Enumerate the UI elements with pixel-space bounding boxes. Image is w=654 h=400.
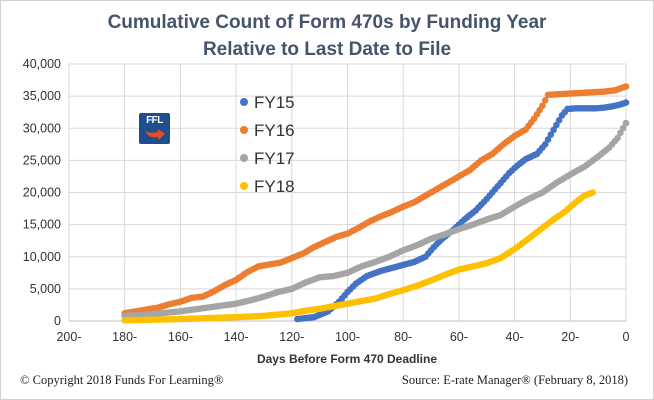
data-point — [544, 136, 552, 143]
legend: FY15 FY16 FY17 FY18 — [240, 93, 295, 196]
series-layer — [121, 83, 630, 324]
data-point — [547, 131, 555, 138]
data-point — [622, 83, 630, 90]
x-tick-label: 80- — [394, 330, 412, 344]
series-fy17 — [121, 119, 630, 320]
legend-marker-fy17 — [240, 154, 248, 162]
y-tick-label: 20,000 — [23, 186, 61, 200]
y-tick-label: 15,000 — [23, 218, 61, 232]
x-tick-label: 0 — [623, 330, 630, 344]
y-tick-label: 10,000 — [23, 250, 61, 264]
data-point — [617, 129, 624, 137]
legend-label-fy18: FY18 — [254, 177, 295, 196]
data-point — [541, 141, 549, 148]
legend-marker-fy16 — [240, 126, 248, 134]
source-text: Source: E-rate Manager® (February 8, 201… — [401, 373, 628, 387]
y-tick-label: 5,000 — [30, 282, 61, 296]
x-tick-label: 200- — [56, 330, 81, 344]
x-axis-label: Days Before Form 470 Deadline — [257, 352, 437, 366]
data-point — [622, 99, 630, 106]
chart-subtitle: Relative to Last Date to File — [202, 39, 452, 60]
y-tick-label: 40,000 — [23, 57, 61, 71]
x-tick-label: 100- — [335, 330, 360, 344]
x-tick-label: 120- — [279, 330, 304, 344]
ffl-logo-icon: FFL — [139, 113, 170, 144]
data-point — [541, 97, 549, 104]
x-tick-label: 180- — [112, 330, 137, 344]
legend-label-fy16: FY16 — [254, 121, 295, 140]
y-tick-label: 30,000 — [23, 121, 61, 135]
legend-label-fy15: FY15 — [254, 93, 295, 112]
legend-marker-fy18 — [240, 182, 248, 190]
data-point — [622, 119, 630, 127]
axes: 0 5,000 10,000 15,000 20,000 25,000 30,000 35,0… — [23, 57, 630, 344]
data-point — [555, 116, 563, 124]
copyright-text: © Copyright 2018 Funds For Learning® — [20, 373, 224, 387]
y-tick-label: 25,000 — [23, 153, 61, 167]
x-tick-label: 40- — [506, 330, 524, 344]
legend-label-fy17: FY17 — [254, 149, 295, 168]
x-tick-label: 140- — [224, 330, 249, 344]
x-tick-label: 20- — [561, 330, 579, 344]
data-point — [619, 124, 627, 132]
y-tick-label: 35,000 — [23, 89, 61, 103]
series-fy16 — [121, 83, 630, 317]
data-point — [589, 189, 596, 196]
data-point — [550, 126, 557, 134]
chart-title: Cumulative Count of Form 470s by Funding… — [107, 12, 547, 33]
logo-arrow-icon — [145, 129, 165, 140]
data-point — [553, 121, 560, 129]
data-point — [614, 134, 621, 142]
data-point — [539, 102, 546, 110]
y-tick-label: 0 — [54, 314, 61, 328]
x-tick-label: 160- — [168, 330, 193, 344]
series-fy18 — [121, 189, 596, 324]
logo-text: FFL — [146, 115, 163, 126]
legend-marker-fy15 — [240, 98, 248, 106]
x-tick-label: 60- — [450, 330, 468, 344]
